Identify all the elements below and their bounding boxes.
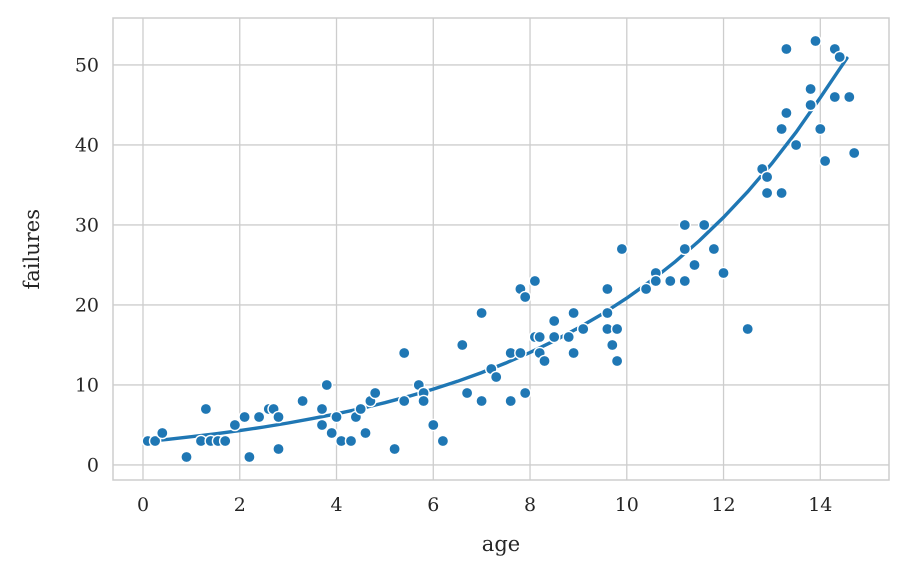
scatter-point — [417, 394, 430, 408]
x-tick-label: 10 — [615, 494, 639, 516]
scatter-point — [388, 442, 401, 456]
scatter-point — [518, 386, 532, 400]
scatter-point — [528, 274, 542, 288]
x-tick-label: 14 — [808, 494, 832, 516]
plot-border — [112, 17, 890, 481]
y-axis-title: failures — [20, 209, 44, 290]
scatter-point — [199, 402, 213, 416]
scatter-point — [678, 242, 692, 256]
scatter-point — [610, 354, 624, 368]
scatter-point — [514, 346, 527, 360]
scatter-point — [296, 394, 309, 408]
scatter-point — [678, 218, 692, 232]
scatter-point — [610, 322, 624, 336]
y-tick-label: 20 — [75, 294, 99, 316]
x-tick-label: 4 — [330, 494, 342, 516]
y-tick-label: 30 — [75, 214, 99, 236]
scatter-point — [678, 274, 692, 288]
y-tick-label: 40 — [75, 134, 99, 156]
scatter-point — [436, 434, 450, 448]
scatter-point — [238, 410, 251, 424]
scatter-point — [707, 242, 721, 256]
x-tick-label: 0 — [137, 494, 149, 516]
scatter-point — [315, 402, 329, 416]
scatter-point — [344, 434, 358, 448]
scatter-point — [576, 322, 590, 336]
scatter-point — [455, 338, 469, 352]
y-tick-label: 50 — [75, 54, 99, 76]
scatter-point — [780, 106, 793, 120]
scatter-point — [606, 338, 619, 352]
scatter-point — [804, 98, 817, 112]
scatter-point — [775, 122, 788, 136]
y-tick-label: 10 — [75, 374, 99, 396]
scatter-point — [359, 426, 372, 440]
scatter-point — [760, 170, 774, 184]
scatter-point — [741, 322, 755, 336]
scatter-point — [538, 354, 551, 368]
x-tick-label: 12 — [711, 494, 735, 516]
scatter-point — [843, 90, 856, 104]
scatter-point — [847, 146, 861, 160]
scatter-point — [155, 426, 169, 440]
scatter-point — [489, 370, 503, 384]
y-tick-label: 0 — [87, 454, 99, 476]
scatter-point — [272, 442, 285, 456]
scatter-point — [243, 450, 256, 464]
scatter-point — [664, 274, 677, 288]
scatter-point — [567, 306, 580, 320]
scatter-point — [775, 186, 788, 200]
scatter-point — [475, 394, 488, 408]
scatter-point — [833, 50, 847, 64]
scatter-point — [320, 378, 334, 392]
scatter-point — [760, 186, 774, 200]
scatter-point — [315, 418, 329, 432]
scatter-point — [780, 42, 793, 56]
scatter-point — [397, 394, 411, 408]
scatter-point — [325, 426, 339, 440]
scatter-point — [601, 306, 614, 320]
x-axis-title: age — [481, 532, 521, 556]
scatter-point — [688, 258, 701, 272]
scatter-point — [717, 266, 730, 280]
scatter-point — [601, 282, 614, 296]
scatter-point — [252, 410, 266, 424]
scatter-point — [804, 82, 817, 96]
scatter-point — [615, 242, 629, 256]
scatter-point — [330, 410, 343, 424]
scatter-point — [828, 90, 842, 104]
scatter-point — [397, 346, 411, 360]
scatter-point — [272, 410, 285, 424]
scatter-point — [809, 34, 822, 48]
x-tick-label: 8 — [524, 494, 536, 516]
scatter-point — [547, 330, 561, 344]
x-tick-label: 6 — [427, 494, 439, 516]
scatter-point — [426, 418, 440, 432]
scatter-point — [460, 386, 474, 400]
scatter-point — [148, 434, 162, 448]
scatter-point — [697, 218, 711, 232]
scatter-point — [639, 282, 653, 296]
scatter-point — [814, 122, 827, 136]
scatter-point — [547, 314, 561, 328]
scatter-point — [562, 330, 576, 344]
scatter-point — [649, 274, 663, 288]
scatter-point — [818, 154, 832, 168]
scatter-point — [533, 330, 547, 344]
plot-background — [113, 18, 889, 480]
scatter-point — [180, 450, 193, 464]
scatter-point — [518, 290, 532, 304]
scatter-point — [228, 418, 242, 432]
scatter-point — [475, 306, 488, 320]
scatter-point — [504, 394, 518, 408]
scatter-point — [789, 138, 803, 152]
scatter-point — [354, 402, 368, 416]
x-tick-label: 2 — [234, 494, 246, 516]
scatter-point — [368, 386, 382, 400]
scatter-point — [218, 434, 232, 448]
scatter-point — [567, 346, 580, 360]
